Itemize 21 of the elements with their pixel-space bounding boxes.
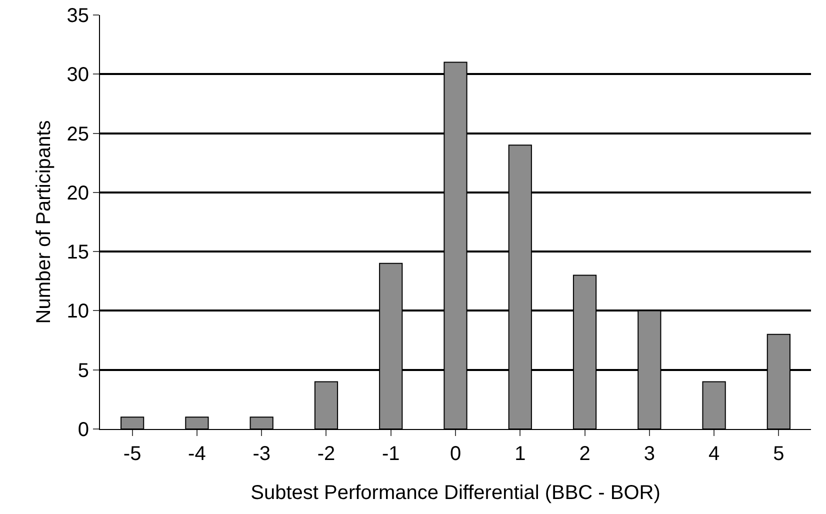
y-tick-label: 30 [66, 64, 89, 86]
y-tick-label: 0 [78, 419, 89, 441]
x-tick-label: -5 [123, 443, 142, 465]
x-tick-label: 0 [450, 443, 462, 465]
x-tick-label: -1 [382, 443, 400, 465]
x-tick-label: 5 [773, 443, 784, 465]
x-tick-label: 3 [644, 443, 655, 465]
y-tick-label: 15 [66, 242, 89, 264]
y-tick-label: 10 [66, 300, 89, 323]
x-tick-label: 1 [514, 443, 526, 465]
y-tick-label: 35 [66, 5, 89, 27]
y-tick-label: 20 [66, 182, 89, 204]
x-tick-label: 2 [579, 443, 590, 465]
x-tick-label: -3 [252, 443, 270, 465]
x-tick-label: -2 [317, 443, 336, 465]
y-axis-title: Number of Participants [33, 120, 55, 324]
x-tick-label: 4 [708, 443, 720, 465]
x-tick-label: -4 [188, 443, 206, 465]
y-tick-label: 5 [78, 360, 89, 382]
x-axis-title: Subtest Performance Differential (BBC - BOR) [250, 482, 660, 504]
y-tick-label: 25 [66, 123, 89, 146]
